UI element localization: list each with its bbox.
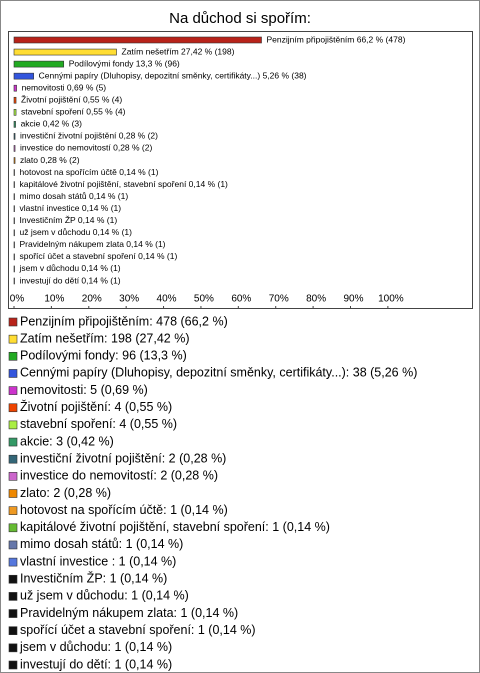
- bar-label: Zatím nešetřím 27,42 % (198): [122, 46, 235, 56]
- legend-swatch: [8, 489, 18, 498]
- bar-label: Cennými papíry (Dluhopisy, depozitní smě…: [39, 70, 307, 80]
- bar: [13, 48, 117, 56]
- legend-swatch: [8, 523, 18, 533]
- legend-swatch: [8, 369, 18, 378]
- bar: [13, 109, 17, 116]
- bar-label: nemovitosti 0,69 % (5): [22, 82, 107, 92]
- legend-swatch: [8, 403, 18, 413]
- bar: [13, 241, 15, 249]
- legend-label: nemovitosti: 5 (0,69 %): [20, 383, 148, 397]
- bar-label: zlato 0,28 % (2): [20, 155, 80, 165]
- bar-label: stavební spoření 0,55 % (4): [21, 107, 126, 117]
- legend-swatch: [8, 334, 18, 344]
- bar: [13, 205, 15, 212]
- bar: [13, 145, 16, 152]
- bar-label: akcie 0,42 % (3): [21, 119, 83, 129]
- x-tick-label: 90%: [343, 294, 363, 305]
- legend-label: zlato: 2 (0,28 %): [20, 486, 111, 500]
- bar: [13, 169, 15, 176]
- bar: [13, 229, 15, 237]
- legend-swatch: [8, 437, 18, 447]
- bar-label: kapitálové životní pojištění, stavební s…: [20, 179, 229, 189]
- bar: [13, 181, 15, 188]
- x-tick-label: 50%: [194, 294, 214, 305]
- legend-label: vlastní investice : 1 (0,14 %): [20, 554, 176, 568]
- bar: [13, 253, 15, 261]
- bar-label: Penzijním připojištěním 66,2 % (478): [267, 34, 406, 44]
- bar-label: jsem v důchodu 0,14 % (1): [19, 263, 121, 273]
- legend-label: Zatím nešetřím: 198 (27,42 %): [20, 331, 190, 345]
- legend-label: investice do nemovitostí: 2 (0,28 %): [20, 469, 218, 483]
- legend-label: už jsem v důchodu: 1 (0,14 %): [20, 589, 189, 603]
- bar-label: Investičním ŽP 0,14 % (1): [20, 215, 118, 225]
- legend-swatch: [8, 540, 18, 550]
- bar-label: vlastní investice 0,14 % (1): [20, 203, 122, 213]
- x-tick-label: 80%: [306, 294, 326, 305]
- bar: [13, 277, 15, 285]
- bar: [13, 193, 15, 200]
- legend-swatch: [8, 609, 18, 618]
- plot-frame: [8, 31, 473, 309]
- bar-label: investují do dětí 0,14 % (1): [20, 275, 121, 285]
- x-tick-label: 10%: [44, 294, 64, 305]
- bar-label: Pravidelným nákupem zlata 0,14 % (1): [20, 239, 166, 249]
- legend-swatch: [8, 472, 18, 481]
- legend-swatch: [8, 643, 18, 653]
- bar-label: hotovost na spořícím účtě 0,14 % (1): [20, 167, 159, 177]
- bar-label: mimo dosah států 0,14 % (1): [20, 191, 129, 201]
- legend-label: hotovost na spořícím účtě: 1 (0,14 %): [20, 503, 228, 517]
- legend-label: akcie: 3 (0,42 %): [20, 434, 114, 448]
- x-tick-label: 100%: [378, 294, 404, 305]
- legend-label: Životní pojištění: 4 (0,55 %): [20, 399, 172, 414]
- legend-label: kapitálové životní pojištění, stavební s…: [20, 520, 330, 534]
- legend-label: investují do dětí: 1 (0,14 %): [20, 657, 172, 671]
- legend-swatch: [8, 351, 18, 361]
- legend-swatch: [8, 626, 18, 636]
- bar: [13, 84, 17, 92]
- bar-label: investice do nemovitostí 0,28 % (2): [20, 143, 152, 153]
- legend-swatch: [8, 592, 18, 601]
- bar: [13, 60, 65, 68]
- x-tick-label: 70%: [269, 294, 289, 305]
- legend-swatch: [8, 454, 18, 464]
- legend-label: investiční životní pojištění: 2 (0,28 %): [20, 451, 226, 465]
- legend-label: jsem v důchodu: 1 (0,14 %): [19, 640, 172, 654]
- bar: [13, 217, 15, 225]
- legend-label: Pravidelným nákupem zlata: 1 (0,14 %): [20, 606, 238, 620]
- x-tick-label: 0%: [10, 294, 25, 305]
- legend-swatch: [8, 317, 18, 327]
- legend-swatch: [8, 420, 18, 430]
- legend-label: stavební spoření: 4 (0,55 %): [20, 417, 177, 431]
- legend-label: Cennými papíry (Dluhopisy, depozitní smě…: [20, 366, 417, 380]
- x-tick-label: 20%: [82, 294, 102, 305]
- bar: [13, 36, 262, 44]
- x-tick-label: 40%: [157, 294, 177, 305]
- bar-label: Životní pojištění 0,55 % (4): [21, 95, 122, 105]
- bar: [13, 157, 16, 164]
- legend-swatch: [8, 506, 18, 515]
- x-tick-label: 30%: [119, 294, 139, 305]
- x-tick-label: 60%: [231, 294, 251, 305]
- bar: [13, 96, 17, 104]
- legend-swatch: [8, 574, 18, 584]
- bar-label: investiční životní pojištění 0,28 % (2): [20, 131, 158, 141]
- bar-label: spořící účet a stavební spoření 0,14 % (…: [20, 251, 178, 261]
- chart-title: Na důchod si spořím:: [169, 10, 311, 27]
- bar: [13, 72, 34, 80]
- bar-label: Podílovými fondy 13,3 % (96): [69, 58, 180, 68]
- legend-label: Investičním ŽP: 1 (0,14 %): [20, 571, 167, 586]
- legend-label: mimo dosah států: 1 (0,14 %): [20, 537, 183, 551]
- legend-swatch: [8, 660, 18, 670]
- bar: [13, 121, 16, 128]
- legend-label: Penzijním připojištěním: 478 (66,2 %): [20, 314, 228, 328]
- bar: [13, 265, 15, 273]
- legend-swatch: [8, 386, 18, 395]
- legend-swatch: [8, 557, 18, 567]
- legend-label: spořící účet a stavební spoření: 1 (0,14…: [20, 623, 256, 637]
- bar: [13, 133, 16, 140]
- bar-label: už jsem v důchodu 0,14 % (1): [20, 227, 133, 237]
- legend-label: Podílovými fondy: 96 (13,3 %): [20, 349, 187, 363]
